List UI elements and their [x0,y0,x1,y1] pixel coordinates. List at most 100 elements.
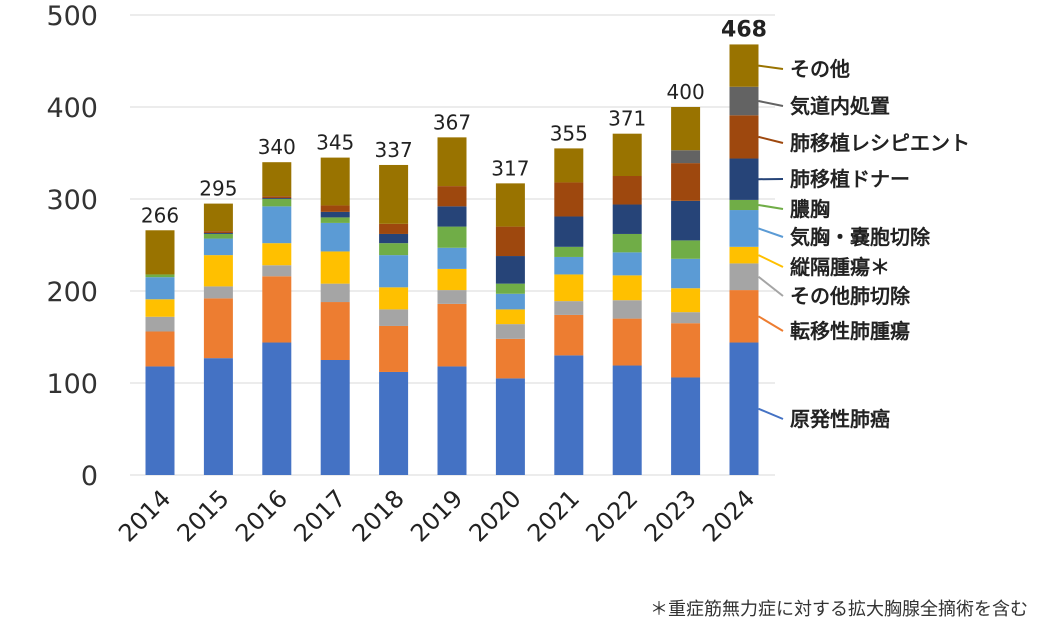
bar-segment [146,299,175,316]
bar-segment [496,378,525,475]
footnote: ＊重症筋無力症に対する拡大胸腺全摘術を含む [650,595,1028,621]
bar-segment [730,247,759,264]
bar-segment [204,204,233,232]
bar-segment [262,198,291,199]
bar-segment [496,183,525,226]
bar-segment [554,274,583,301]
y-tick-label: 300 [46,185,98,216]
x-tick-label: 2017 [288,484,351,547]
x-tick-label: 2021 [522,484,585,547]
bar-segment [204,286,233,298]
x-tick-label: 2014 [113,484,176,547]
legend-label: その他肺切除 [790,284,911,308]
bar-segment [146,331,175,366]
bar-segment [730,87,759,116]
total-label: 371 [608,107,646,131]
y-tick-label: 400 [46,93,98,124]
total-label: 317 [491,156,529,180]
y-tick-label: 200 [46,277,98,308]
bar-segment [438,290,467,304]
legend-label: 気道内処置 [790,94,890,118]
legend-label: 転移性肺腫瘍 [790,319,910,343]
bar-segment [554,355,583,475]
bar-segment [321,284,350,302]
bar-segment [146,274,175,277]
legend-leader-line [759,137,784,143]
bar-segment [496,324,525,339]
bar-segment [321,217,350,223]
bar-segment [321,212,350,218]
bar-segment [554,257,583,274]
bar-segment [613,252,642,275]
bar-segment [146,230,175,274]
total-label: 367 [433,110,471,134]
bar-segment [438,137,467,186]
bar-segment [262,162,291,196]
bar-segment [554,148,583,182]
legend-label: 気胸・嚢胞切除 [790,225,931,249]
legend-leader-line [759,409,784,419]
bar-segment [496,309,525,324]
bar-segment [262,343,291,475]
bar-segment [204,231,233,233]
bar-segment [496,294,525,310]
x-tick-label: 2022 [580,484,643,547]
legend-leader-line [759,66,784,69]
bar-segment [554,301,583,315]
bar-segment [321,360,350,475]
bar-segment [730,263,759,290]
bar-segment [438,206,467,226]
bar-segment [262,199,291,206]
bar-segment [146,366,175,475]
bar-segment [379,255,408,287]
legend-leader-line [759,255,784,267]
bar-segment [496,256,525,284]
bar-segment [321,302,350,360]
bar-segment [613,205,642,234]
bar-segment [730,290,759,342]
bar-segment [321,223,350,252]
bar-segment [730,210,759,247]
bar-segment [671,150,700,163]
bar-segment [379,243,408,255]
total-label: 468 [721,17,767,42]
total-label: 337 [375,138,413,162]
x-tick-label: 2019 [405,484,468,547]
bar-segment [262,265,291,276]
bar-segment [730,159,759,200]
bar-segment [262,196,291,198]
bar-segment [496,227,525,256]
bar-segment [262,206,291,243]
bar-segment [554,247,583,257]
bar-segment [379,326,408,372]
bar-segment [379,224,408,234]
total-label: 266 [141,203,179,227]
bar-segment [204,358,233,475]
bar-segment [262,243,291,265]
bar-segment [438,304,467,367]
bar-segment [613,275,642,300]
bar-segment [496,284,525,294]
legend-label: 原発性肺癌 [790,407,890,431]
bar-segment [671,288,700,312]
bar-segment [146,317,175,332]
bar-segment [204,255,233,286]
bar-segment [613,176,642,205]
bar-segment [204,298,233,358]
legend-label: 肺移植レシピエント [790,131,970,155]
bar-segment [671,240,700,258]
legend-leader-line [759,277,784,296]
bar-segment [438,227,467,248]
total-label: 345 [316,131,354,155]
bar-segment [671,201,700,241]
bar-segment [613,300,642,318]
bar-segment [613,134,642,176]
x-tick-label: 2020 [464,484,527,547]
bar-segment [438,186,467,206]
legend-leader-line [759,228,784,237]
y-tick-label: 100 [46,369,98,400]
bar-segment [613,319,642,366]
bar-segment [204,233,233,234]
bar-segment [730,200,759,210]
